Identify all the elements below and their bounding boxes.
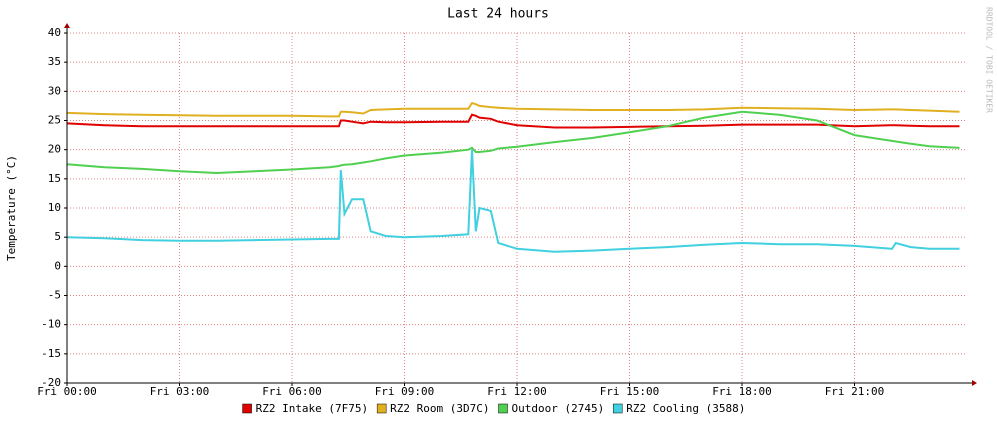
y-tick-label: -15 bbox=[41, 347, 61, 360]
y-tick-label: 15 bbox=[48, 172, 61, 185]
series-line bbox=[66, 149, 960, 253]
x-tick-label: Fri 06:00 bbox=[262, 385, 322, 398]
legend-label: Outdoor (2745) bbox=[512, 402, 605, 415]
y-tick-label: -10 bbox=[41, 318, 61, 331]
x-tick-label: Fri 09:00 bbox=[375, 385, 435, 398]
x-tick-label: Fri 00:00 bbox=[37, 385, 97, 398]
legend-swatch bbox=[242, 403, 252, 414]
legend-label: RZ2 Cooling (3588) bbox=[626, 402, 745, 415]
legend-swatch bbox=[498, 403, 508, 414]
watermark: RRDTOOL / TOBI OETIKER bbox=[985, 7, 994, 113]
x-tick-label: Fri 12:00 bbox=[487, 385, 547, 398]
x-tick-label: Fri 03:00 bbox=[150, 385, 210, 398]
lines bbox=[66, 101, 960, 253]
axes: -20 -15 -10 -5 0 5 10 15 20 25 30 35 40 Fri 00:00 Fri … bbox=[37, 23, 977, 398]
legend-label: RZ2 Room (3D7C) bbox=[390, 402, 489, 415]
legend: RZ2 Intake (7F75) RZ2 Room (3D7C) Outdoor … bbox=[242, 402, 745, 415]
y-tick-label: 35 bbox=[48, 55, 61, 68]
series-line bbox=[66, 101, 960, 118]
grid bbox=[66, 32, 967, 384]
y-tick-label: 30 bbox=[48, 84, 61, 97]
y-tick-label: -5 bbox=[48, 289, 61, 302]
y-axis-label: Temperature (°C) bbox=[5, 155, 18, 261]
x-tick-label: Fri 18:00 bbox=[712, 385, 772, 398]
y-tick-label: -20 bbox=[41, 376, 61, 389]
legend-swatch bbox=[376, 403, 387, 414]
x-tick-label: Fri 21:00 bbox=[825, 385, 885, 398]
series-line bbox=[66, 110, 960, 175]
y-tick-label: 0 bbox=[54, 259, 61, 272]
y-tick-label: 40 bbox=[48, 26, 61, 39]
x-tick-label: Fri 15:00 bbox=[600, 385, 660, 398]
legend-label: RZ2 Intake (7F75) bbox=[256, 402, 369, 415]
y-tick-label: 25 bbox=[48, 114, 61, 127]
legend-swatch bbox=[612, 403, 623, 414]
chart-title: Last 24 hours bbox=[447, 7, 549, 22]
y-arrow bbox=[64, 23, 70, 28]
y-tick-label: 5 bbox=[54, 230, 61, 243]
x-arrow bbox=[972, 380, 977, 386]
series-line bbox=[66, 113, 960, 129]
y-tick-label: 10 bbox=[48, 201, 61, 214]
y-tick-label: 20 bbox=[48, 143, 61, 156]
